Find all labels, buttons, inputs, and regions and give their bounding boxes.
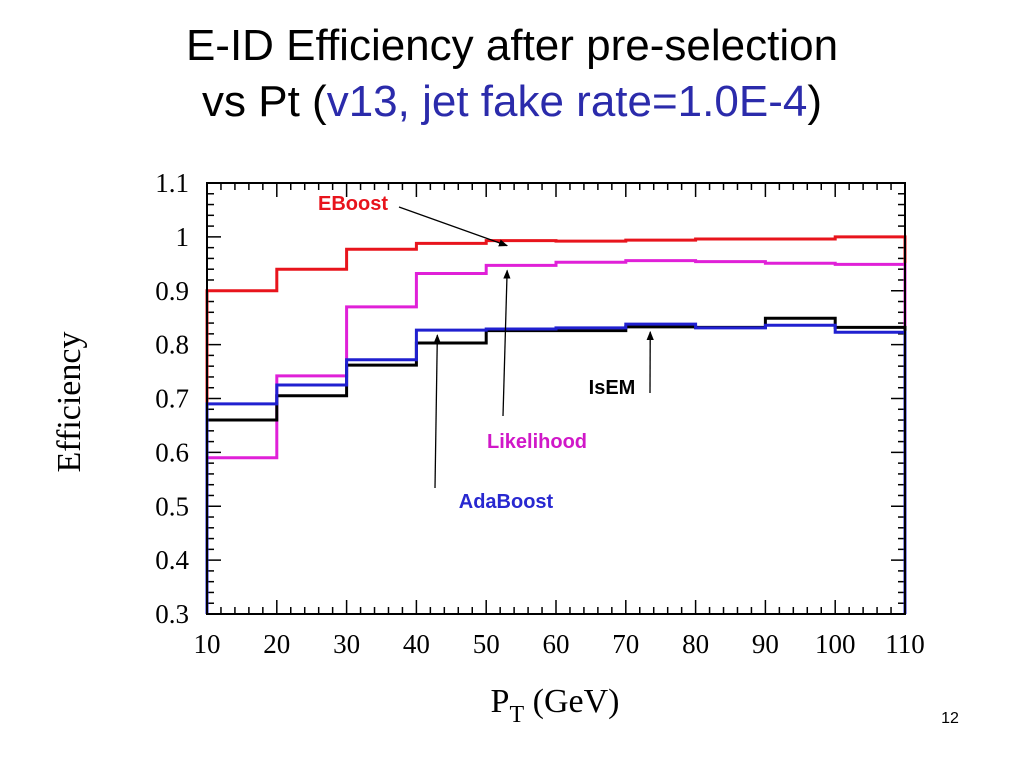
series-line-likelihood	[205, 259, 907, 614]
axis-ticks	[206, 182, 906, 615]
title-line-2-prefix: vs Pt (	[202, 77, 327, 126]
y-tick-label: 0.8	[155, 330, 189, 360]
y-axis-title: Efficiency	[51, 332, 88, 473]
series-line-isem	[205, 316, 907, 614]
x-tick-label: 90	[752, 629, 779, 659]
title-line-2-suffix: )	[807, 77, 822, 126]
annotation-arrow-adaboost	[433, 334, 441, 489]
x-tick-label: 100	[815, 629, 856, 659]
y-tick-label: 0.5	[155, 491, 189, 521]
x-tick-label: 80	[682, 629, 709, 659]
annotations: EBoost IsEM Likelihood AdaBoost	[318, 193, 654, 513]
y-tick-label: 1.1	[155, 168, 189, 198]
x-axis-title-suffix: (GeV)	[524, 683, 619, 720]
x-tick-label: 110	[885, 629, 925, 659]
x-tick-label: 70	[612, 629, 639, 659]
annotation-arrow-likelihood	[502, 269, 511, 417]
y-tick-label: 0.3	[155, 599, 189, 629]
x-axis-title: PT (GeV)	[491, 683, 620, 728]
series-lines	[205, 235, 907, 614]
y-tick-label: 1	[176, 222, 190, 252]
title-line-2: vs Pt (v13, jet fake rate=1.0E-4)	[0, 74, 1024, 130]
x-axis-title-main: P	[491, 683, 510, 720]
page-number: 12	[941, 710, 959, 727]
x-tick-label: 10	[194, 629, 221, 659]
x-tick-label: 60	[543, 629, 570, 659]
series-line-adaboost	[205, 322, 907, 614]
x-tick-label: 40	[403, 629, 430, 659]
annotation-label-isem: IsEM	[589, 377, 636, 399]
title-line-2-accent: v13, jet fake rate=1.0E-4	[326, 77, 808, 126]
x-axis-title-subscript: T	[509, 702, 524, 728]
tick-labels: 0.3 0.4 0.5 0.6 0.7 0.8 0.9 1 1.1 10 20 30 40 50 60 70 8…	[155, 168, 925, 659]
slide-title: E-ID Efficiency after pre-selection vs P…	[0, 18, 1024, 130]
y-tick-label: 0.9	[155, 276, 189, 306]
title-line-1: E-ID Efficiency after pre-selection	[185, 21, 839, 70]
x-tick-label: 20	[263, 629, 290, 659]
y-tick-label: 0.7	[155, 384, 189, 414]
plot-frame	[206, 182, 906, 615]
x-tick-label: 50	[473, 629, 500, 659]
annotation-arrow-eboost	[398, 206, 508, 247]
annotation-label-eboost: EBoost	[318, 193, 388, 215]
x-tick-label: 30	[333, 629, 360, 659]
annotation-label-adaboost: AdaBoost	[459, 491, 554, 513]
annotation-label-likelihood: Likelihood	[487, 431, 587, 453]
y-tick-label: 0.6	[155, 437, 189, 467]
series-line-eboost	[205, 235, 907, 614]
y-tick-label: 0.4	[155, 545, 189, 575]
